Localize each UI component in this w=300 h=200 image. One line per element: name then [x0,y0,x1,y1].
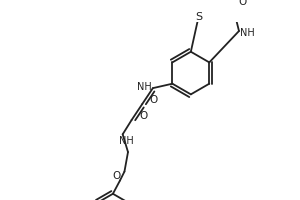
Text: NH: NH [119,136,134,146]
Text: O: O [139,111,147,121]
Text: O: O [150,95,158,105]
Text: NH: NH [137,82,152,92]
Text: O: O [112,171,121,181]
Text: NH: NH [240,28,255,38]
Text: O: O [238,0,246,7]
Text: S: S [195,12,203,22]
